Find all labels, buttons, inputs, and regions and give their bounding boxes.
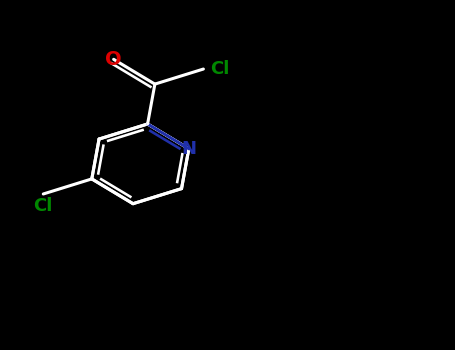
Text: N: N — [182, 140, 196, 158]
Text: Cl: Cl — [210, 60, 230, 78]
Text: Cl: Cl — [34, 197, 53, 216]
Text: O: O — [105, 50, 122, 69]
